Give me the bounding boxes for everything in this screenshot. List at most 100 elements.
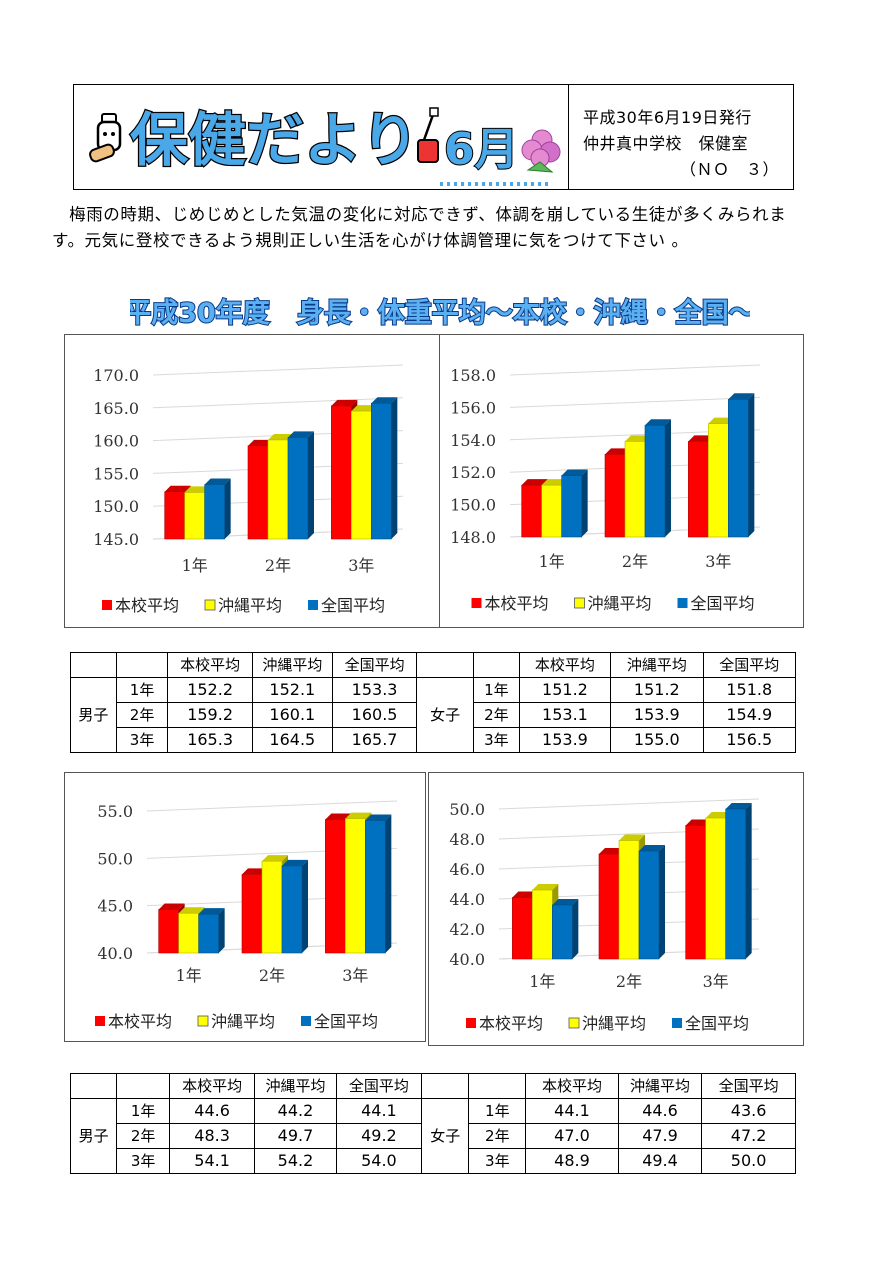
y-tick-label: 48.0 [449,830,485,849]
grade-label: 2年 [116,1123,170,1149]
table-header: 沖縄平均 [251,652,333,678]
table-cell: 154.9 [702,702,797,728]
table-cell: 44.6 [617,1098,703,1124]
table-cell: 49.4 [617,1148,703,1174]
bar [371,397,398,540]
table-cell: 44.1 [335,1098,423,1124]
y-tick-label: 45.0 [97,897,133,916]
table-row: 3年 165.3 164.5 165.7 3年 153.9 155.0 156.… [71,727,797,753]
legend-swatch [197,1015,209,1027]
legend-label: 沖縄平均 [218,596,282,615]
legend-swatch [466,1018,476,1028]
legend-label: 全国平均 [691,594,755,613]
table-cell: 48.9 [525,1148,619,1174]
legend-swatch [308,600,318,610]
y-tick-label: 46.0 [449,860,485,879]
y-tick-label: 170.0 [93,366,139,385]
table-cell: 160.5 [331,702,418,728]
legend-swatch [204,599,216,611]
grade-label: 3年 [473,727,520,753]
category-label: 1年 [176,966,202,985]
title-art: 保健だより [130,106,419,174]
legend-swatch [672,1018,682,1028]
y-tick-label: 150.0 [93,497,139,516]
bar [561,469,588,538]
table-header: 沖縄平均 [617,1073,703,1099]
bar [281,859,308,954]
y-tick-label: 165.0 [93,399,139,418]
gridline [146,800,398,812]
table-cell: 54.1 [168,1148,256,1174]
headline-text: 平成30年度 身長・体重平均～本校・沖縄・全国～ [130,297,750,329]
legend-label: 全国平均 [314,1012,378,1031]
y-tick-label: 42.0 [449,920,485,939]
table-cell: 152.2 [167,677,253,703]
table-header: 全国平均 [331,652,418,678]
category-label: 3年 [703,972,729,991]
grade-label: 1年 [115,677,169,703]
y-tick-label: 40.0 [97,944,133,963]
toothbrush-cup-icon [417,107,439,163]
legend-swatch [301,1016,311,1026]
bar-chart-svg: 145.0 150.0 155.0 160.0 165.0 170.0 1年 2年 3年本校平均… [93,364,404,615]
y-tick-label: 148.0 [450,528,496,547]
legend-label: 沖縄平均 [588,594,652,613]
header-box [73,84,794,190]
bar [198,908,225,954]
table-row: 男子 1年 152.2 152.1 153.3 女子 1年 151.2 151.… [70,677,797,753]
table-cell: 156.5 [702,727,797,753]
bottle-mascot-icon [89,113,122,163]
newsletter-logo: 保健だより 6月 [89,105,561,186]
y-tick-label: 154.0 [450,431,496,450]
y-tick-label: 155.0 [93,464,139,483]
grade-label: 1年 [468,1098,527,1124]
table-cell: 153.3 [331,677,418,703]
table-header: 全国平均 [702,652,797,678]
grade-label: 2年 [473,702,520,728]
table-header: 沖縄平均 [610,652,704,678]
y-tick-label: 156.0 [450,398,496,417]
boys-label: 男子 [69,1098,118,1174]
category-label: 2年 [265,556,291,575]
bar [725,803,752,960]
category-label: 1年 [182,556,208,575]
table-cell: 47.9 [617,1123,703,1149]
table-cell: 153.9 [518,727,612,753]
y-tick-label: 55.0 [97,802,133,821]
table-cell: 155.0 [610,727,704,753]
table-cell: 151.8 [702,677,797,703]
y-tick-label: 44.0 [449,890,485,909]
category-label: 2年 [616,972,642,991]
table-header: 全国平均 [701,1073,796,1099]
table-row: 男子 1年 44.6 44.2 44.1 女子 1年 44.1 44.6 43.… [69,1098,796,1174]
table-cell: 165.3 [167,727,253,753]
grade-label: 3年 [468,1148,527,1174]
girls-label: 女子 [421,1098,470,1174]
legend-label: 本校平均 [485,594,549,613]
grade-label: 3年 [115,727,169,753]
table-header: 沖縄平均 [254,1073,337,1099]
y-tick-label: 40.0 [449,950,485,969]
table-header: 本校平均 [525,1073,619,1099]
gridline [509,364,761,376]
category-label: 3年 [348,556,374,575]
table-header: 本校平均 [518,652,612,678]
table-cell: 48.3 [168,1123,256,1149]
hydrangea-icon [521,129,561,173]
table-row: 3年 54.1 54.2 54.0 3年 48.9 49.4 50.0 [71,1148,796,1174]
table-cell: 43.6 [701,1098,796,1124]
month-label: 6月 [444,124,519,175]
table-header: 本校平均 [168,1073,256,1099]
issue-date: 平成30年6月19日発行 [583,108,752,127]
y-tick-label: 50.0 [449,800,485,819]
legend-label: 沖縄平均 [582,1014,646,1033]
table-cell: 54.2 [254,1148,337,1174]
gridline [152,364,404,376]
y-tick-label: 160.0 [93,432,139,451]
table-cell: 47.0 [525,1123,619,1149]
bar [552,899,579,960]
y-tick-label: 158.0 [450,366,496,385]
y-tick-label: 50.0 [97,849,133,868]
grade-label: 1年 [473,677,520,703]
legend-label: 全国平均 [685,1014,749,1033]
